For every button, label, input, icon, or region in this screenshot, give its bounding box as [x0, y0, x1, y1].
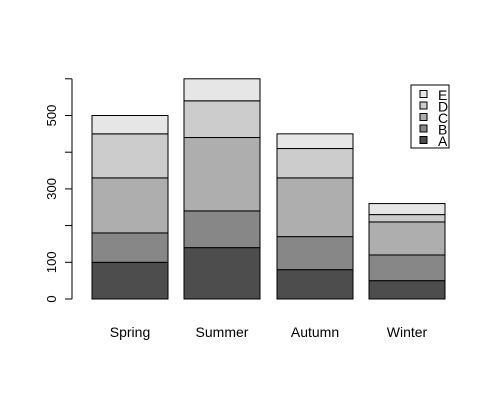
bar-segment-summer-c — [183, 137, 261, 212]
y-tick-label: 0 — [44, 295, 59, 302]
legend-swatch-c — [419, 113, 428, 121]
bar-segment-spring-b — [91, 232, 169, 263]
y-tick-label: 300 — [44, 178, 59, 200]
bar-segment-winter-e — [368, 203, 446, 216]
y-axis: 0 100 300 500 — [44, 78, 73, 303]
legend-swatch-a — [419, 136, 428, 144]
bar-segment-spring-d — [91, 133, 169, 179]
bar-segment-winter-a — [368, 280, 446, 300]
legend-label-b: B — [438, 122, 447, 138]
bar-segment-spring-a — [91, 261, 169, 300]
legend-label-e: E — [438, 87, 447, 103]
x-label-winter: Winter — [387, 324, 428, 340]
y-tick-label: 100 — [44, 251, 59, 273]
y-tick-label: 500 — [44, 105, 59, 127]
bar-segment-summer-a — [183, 247, 261, 300]
bar-segment-summer-e — [183, 78, 261, 102]
bar-segment-spring-c — [91, 177, 169, 234]
bar-segment-winter-d — [368, 214, 446, 223]
bar-segment-autumn-c — [276, 177, 354, 238]
x-label-summer: Summer — [196, 324, 249, 340]
x-label-autumn: Autumn — [291, 324, 339, 340]
legend-swatch-e — [419, 90, 428, 98]
bar-segment-winter-b — [368, 254, 446, 282]
legend-swatch-b — [419, 124, 428, 133]
bar-segment-autumn-e — [276, 133, 354, 150]
bar-segment-autumn-b — [276, 236, 354, 271]
legend-box — [410, 84, 450, 149]
legend-swatch-d — [419, 101, 428, 110]
bars — [91, 78, 446, 300]
legend-label-a: A — [438, 133, 448, 149]
x-label-spring: Spring — [110, 324, 150, 340]
bar-segment-winter-c — [368, 221, 446, 256]
x-axis-labels: Spring Summer Autumn Winter — [110, 324, 428, 340]
bar-segment-autumn-d — [276, 148, 354, 179]
bar-segment-autumn-a — [276, 269, 354, 300]
bar-segment-spring-e — [91, 115, 169, 135]
bar-segment-summer-b — [183, 210, 261, 249]
legend-label-c: C — [438, 110, 448, 126]
bar-segment-summer-d — [183, 100, 261, 139]
legend-label-d: D — [438, 99, 448, 115]
